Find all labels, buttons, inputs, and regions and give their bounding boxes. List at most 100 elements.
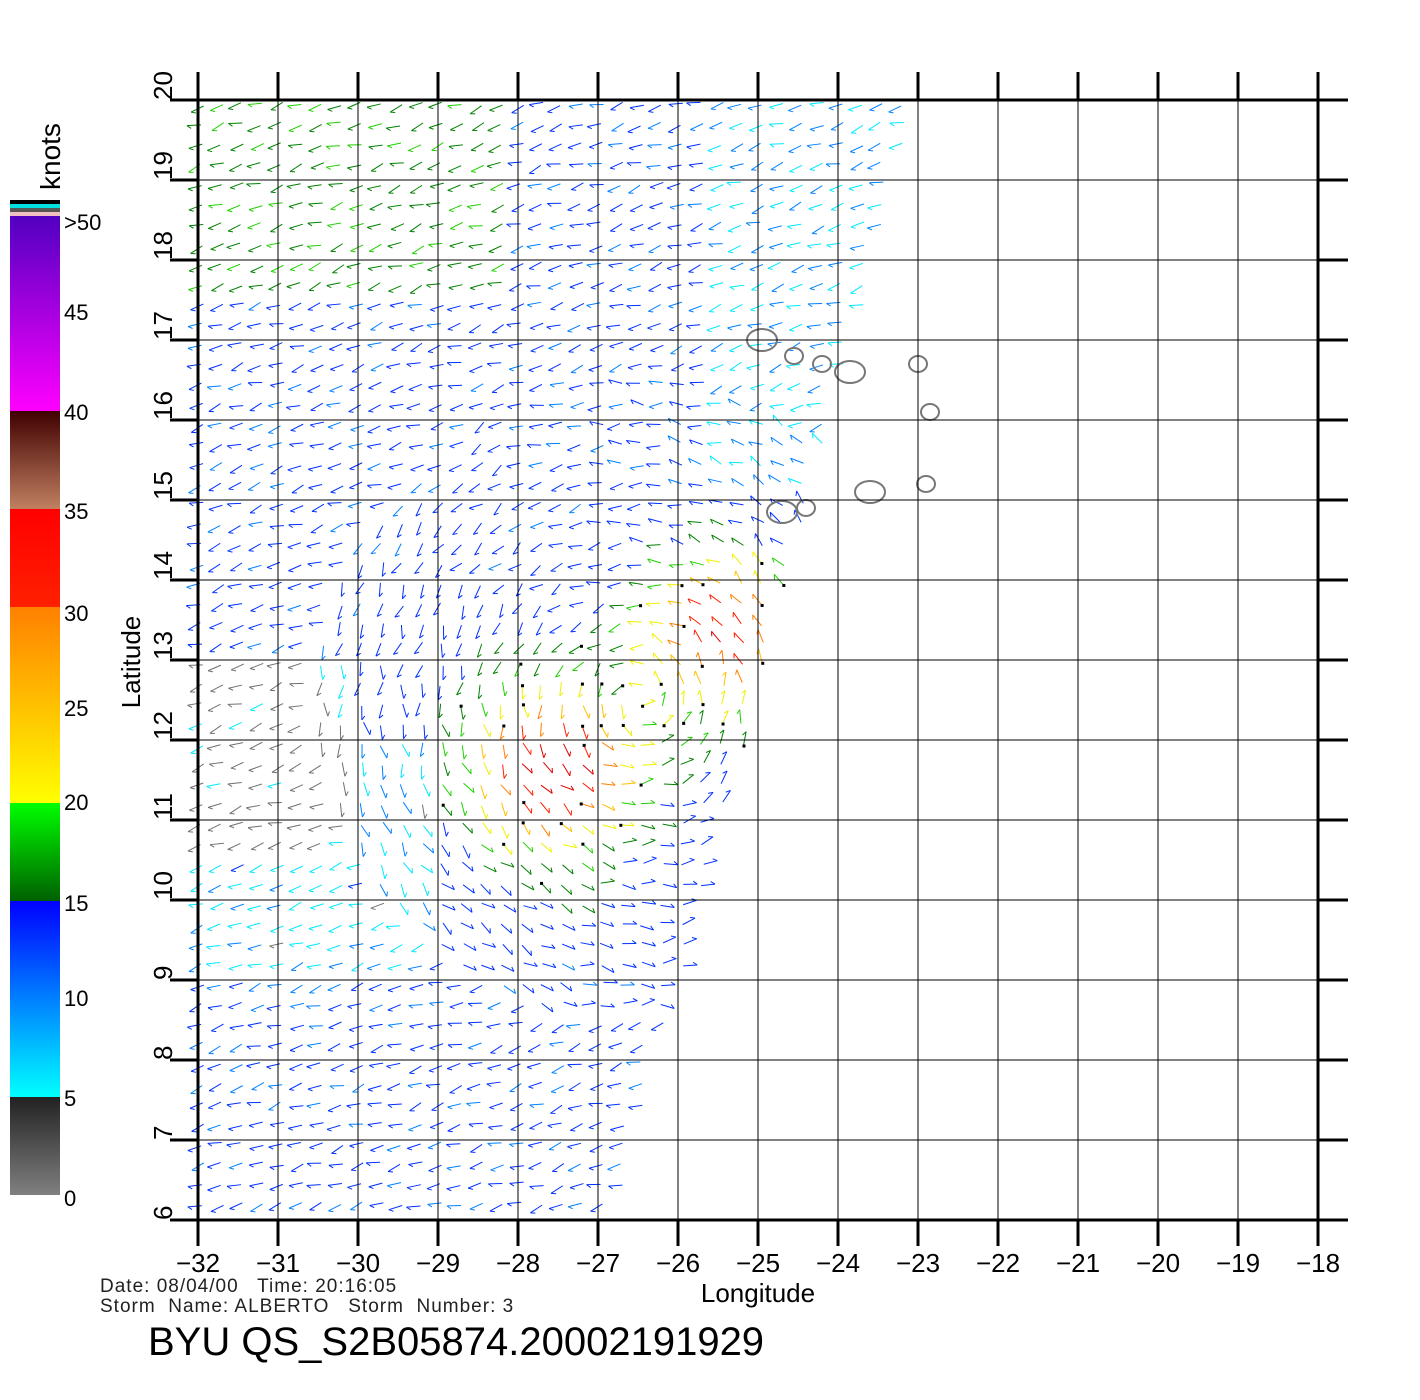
wind-vector <box>603 764 618 767</box>
wind-vector <box>769 301 784 305</box>
wind-vector-head <box>645 483 651 489</box>
wind-vector <box>462 884 475 894</box>
wind-vector <box>350 424 365 431</box>
wind-vector <box>568 384 583 390</box>
rain-flag <box>581 842 585 846</box>
wind-vector <box>489 524 502 534</box>
wind-vector <box>728 519 743 524</box>
wind-vector <box>289 1044 303 1051</box>
wind-vector-head <box>706 329 712 333</box>
wind-vector-head <box>609 605 615 609</box>
wind-vector <box>422 825 433 837</box>
wind-vector-head <box>632 963 637 968</box>
rain-flag <box>599 724 603 728</box>
wind-vector <box>769 201 784 207</box>
wind-vector-head <box>387 989 393 993</box>
wind-vector-head <box>651 856 657 859</box>
wind-vector <box>410 464 424 471</box>
wind-vector <box>268 1143 283 1148</box>
wind-vector <box>711 534 724 543</box>
wind-vector <box>547 183 561 190</box>
wind-vector <box>468 243 483 247</box>
wind-vector <box>606 520 621 524</box>
wind-vector-head <box>690 815 696 817</box>
wind-vector-head <box>490 1169 496 1172</box>
wind-vector <box>667 600 682 604</box>
wind-vector-head <box>347 107 353 110</box>
wind-vector <box>349 204 363 210</box>
wind-vector <box>289 744 302 754</box>
wind-vector-head <box>608 508 614 512</box>
wind-vector <box>510 1122 524 1131</box>
wind-vector <box>419 742 424 757</box>
wind-vector <box>207 664 222 672</box>
wind-vector-head <box>492 943 496 948</box>
wind-vector-head <box>250 668 256 671</box>
wind-vector <box>386 925 401 927</box>
wind-vector <box>663 714 674 726</box>
wind-vector <box>189 683 203 693</box>
wind-vector-head <box>484 793 488 799</box>
wind-vector-head <box>230 908 236 911</box>
wind-vector-head <box>248 769 254 773</box>
wind-vector-head <box>531 846 534 853</box>
wind-vector-head <box>430 428 436 431</box>
wind-vector-head <box>628 1087 634 1091</box>
wind-vector <box>289 263 304 271</box>
wind-vector <box>810 185 823 194</box>
rain-flag <box>559 822 563 826</box>
wind-vector-head <box>286 406 291 411</box>
wind-vector <box>188 204 203 211</box>
wind-vector-head <box>349 208 355 212</box>
wind-vector-head <box>208 349 215 352</box>
wind-vector-head <box>415 712 421 717</box>
wind-vector <box>387 1004 401 1011</box>
wind-vector <box>587 643 601 649</box>
wind-vector-head <box>807 303 813 308</box>
wind-vector-head <box>828 107 834 111</box>
wind-vector <box>670 537 684 545</box>
wind-vector-head <box>361 812 366 818</box>
wind-vector-head <box>689 838 695 842</box>
wind-vector <box>460 705 464 720</box>
wind-vector <box>229 464 243 474</box>
wind-vector-head <box>672 822 677 828</box>
wind-vector-head <box>487 488 493 491</box>
wind-vector-head <box>308 109 314 112</box>
wind-vector <box>287 1141 302 1146</box>
wind-vector-head <box>625 440 631 445</box>
wind-vector-head <box>450 129 456 132</box>
wind-vector <box>689 162 704 166</box>
wind-vector-head <box>267 445 273 449</box>
wind-vector <box>530 1022 543 1032</box>
wind-vector <box>387 1103 402 1106</box>
wind-vector-head <box>613 762 618 767</box>
wind-vector-head <box>588 1049 594 1052</box>
wind-vector <box>400 763 403 778</box>
wind-vector <box>500 923 513 934</box>
wind-vector <box>582 782 594 793</box>
wind-vector <box>206 962 221 965</box>
wind-vector <box>290 984 303 993</box>
wind-vector <box>472 522 482 535</box>
wind-vector-head <box>626 565 632 569</box>
wind-vector-head <box>187 850 193 853</box>
wind-vector <box>480 883 491 895</box>
wind-vector-head <box>688 757 694 760</box>
wind-vector <box>487 444 501 452</box>
wind-vector-head <box>288 388 294 392</box>
wind-vector-head <box>428 1070 434 1073</box>
wind-vector-head <box>209 1090 215 1092</box>
wind-vector-head <box>404 792 407 798</box>
rain-flag <box>639 604 643 608</box>
storm-info-text: Storm Name: ALBERTO Storm Number: 3 <box>100 1296 515 1317</box>
wind-vector-head <box>608 547 614 551</box>
wind-vector-head <box>408 1005 414 1009</box>
wind-vector-head <box>390 951 396 953</box>
wind-vector-head <box>610 210 616 212</box>
wind-vector-head <box>723 710 729 714</box>
wind-vector <box>388 463 403 468</box>
wind-vector-head <box>189 407 195 411</box>
wind-vector <box>208 324 223 327</box>
wind-vector <box>188 382 202 390</box>
